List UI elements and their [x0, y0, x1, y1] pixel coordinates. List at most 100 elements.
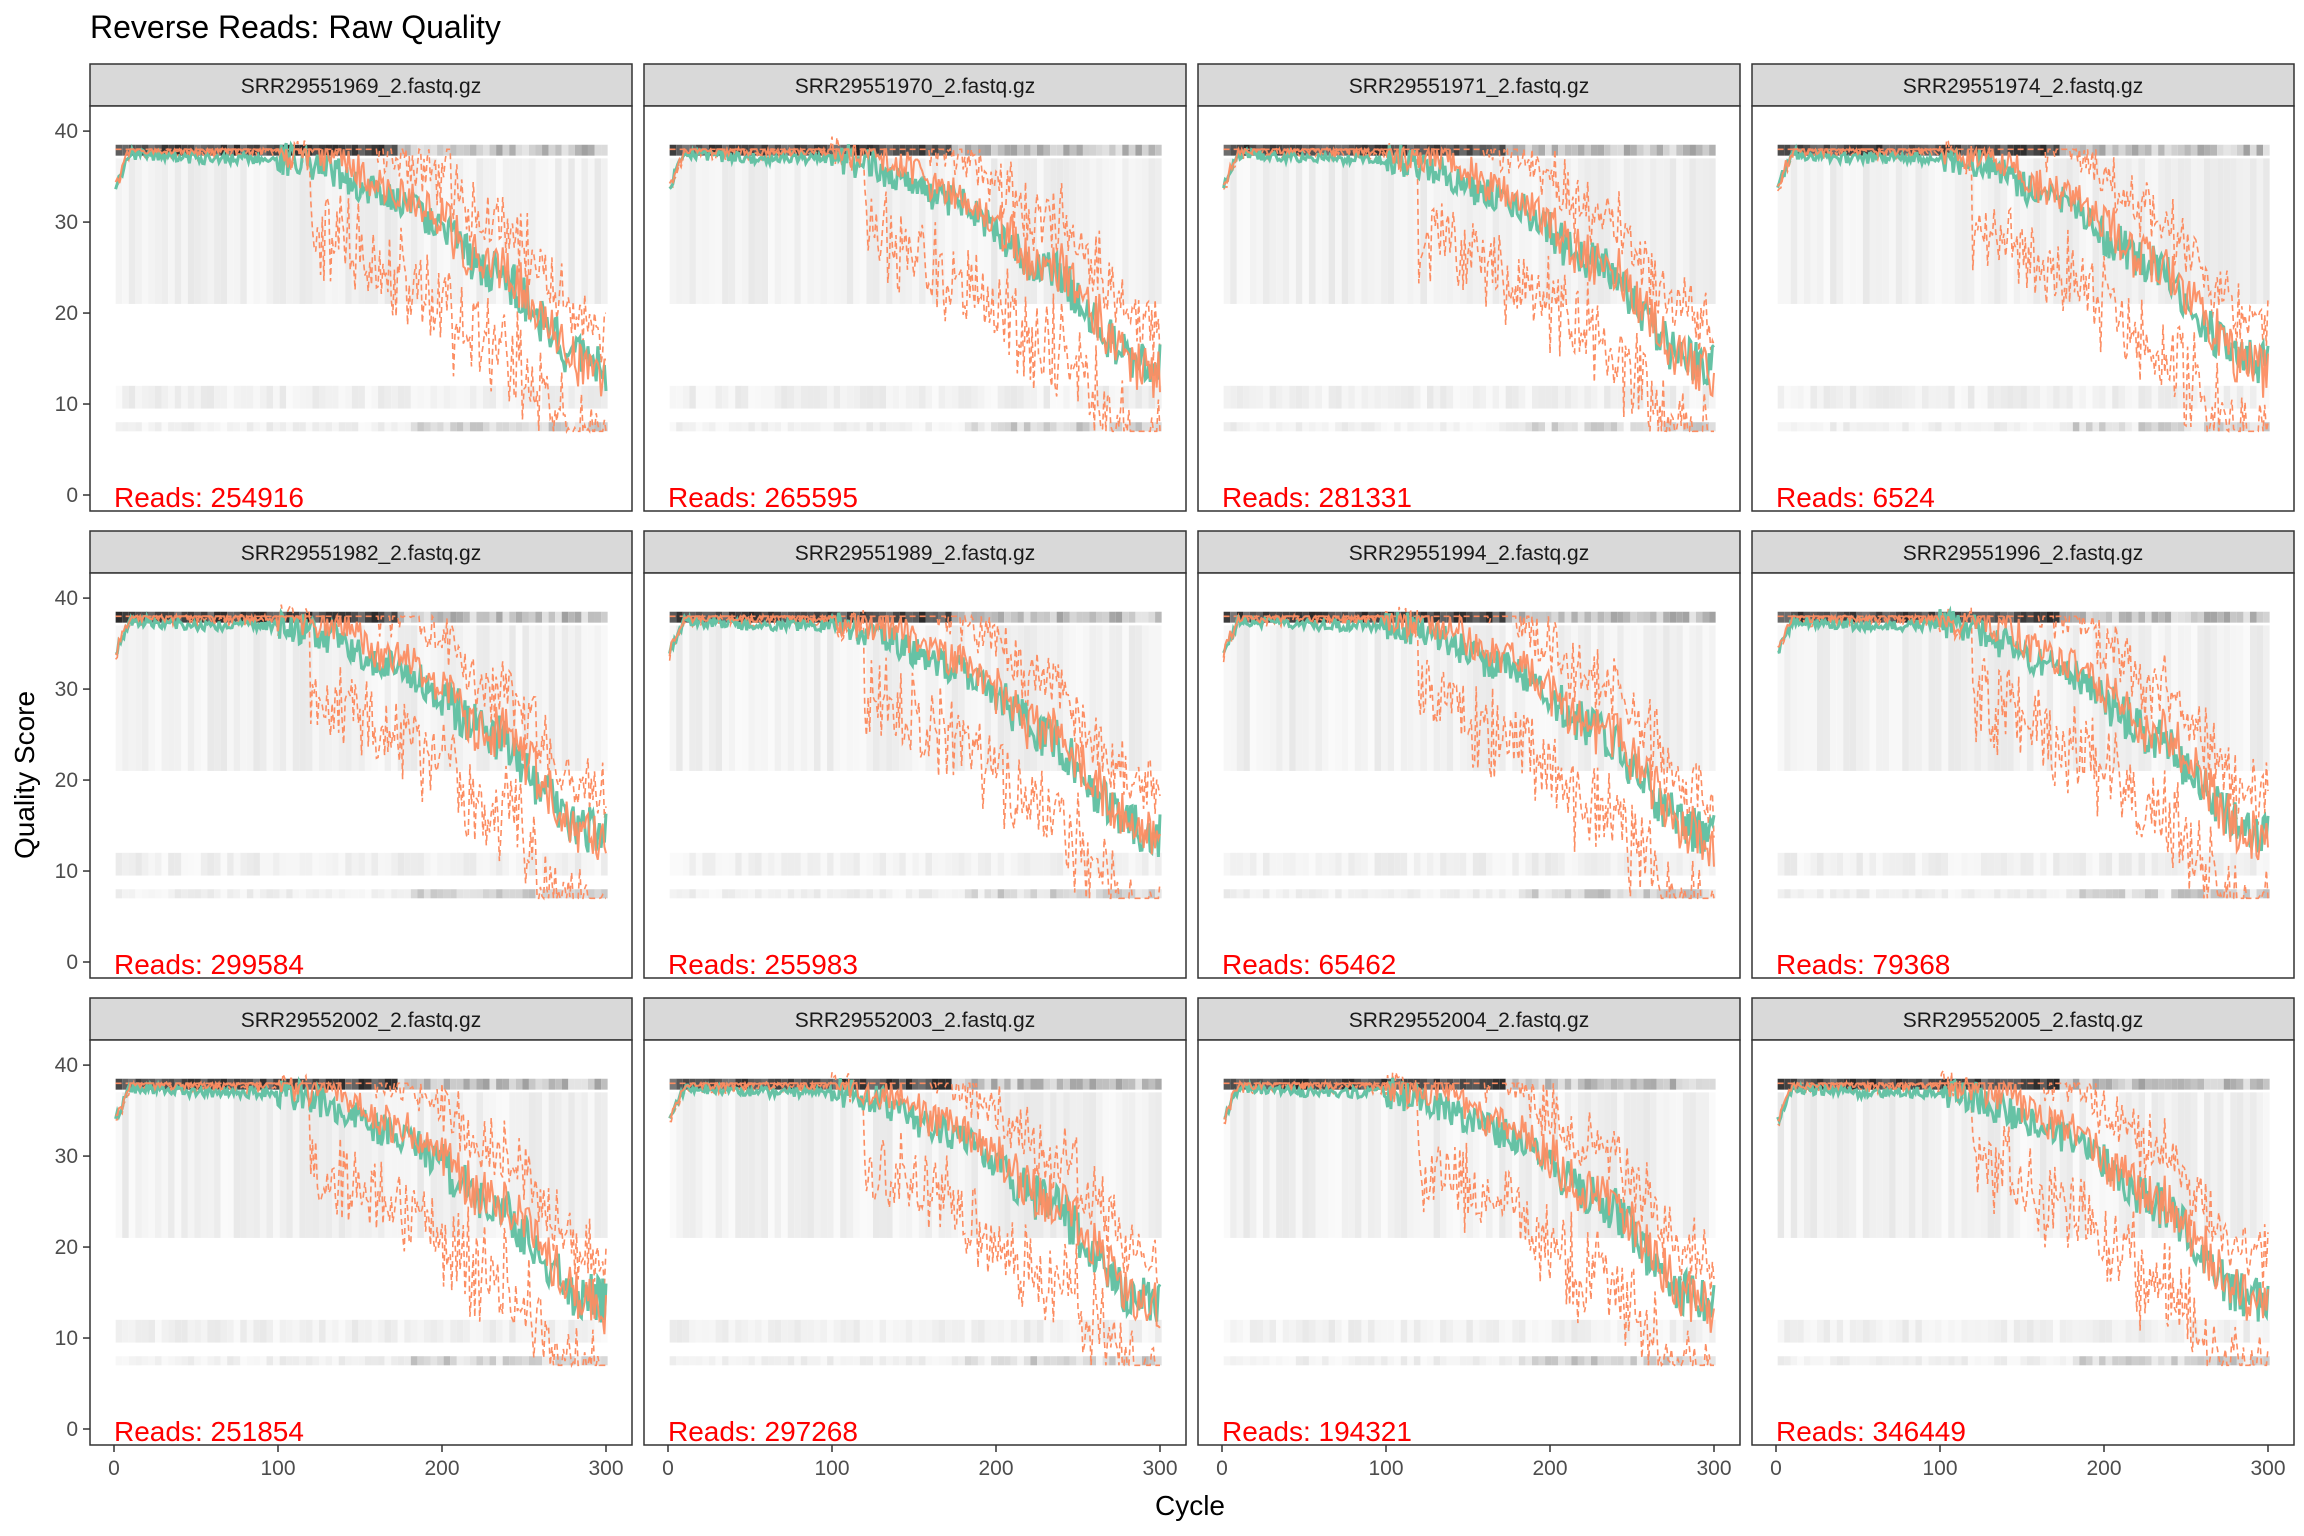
heatmap-cell	[115, 422, 123, 432]
heatmap-cell	[2059, 144, 2067, 156]
heatmap-cell	[305, 385, 313, 409]
heatmap-cell	[1243, 1319, 1250, 1343]
heatmap-cell	[741, 144, 749, 156]
heatmap-cell	[1843, 852, 1850, 876]
heatmap-cell	[1843, 889, 1850, 899]
heatmap-cell	[2026, 1078, 2034, 1090]
heatmap-cell	[781, 158, 788, 304]
heatmap-cell	[977, 625, 985, 771]
heatmap-cell	[522, 385, 529, 409]
heatmap-cell	[1223, 1356, 1231, 1366]
heatmap-cell	[443, 1078, 451, 1090]
heatmap-cell	[1512, 852, 1519, 876]
heatmap-cell	[1102, 1092, 1110, 1238]
heatmap-cell	[135, 158, 142, 304]
heatmap-cell	[2085, 422, 2093, 432]
heatmap-cell	[2158, 144, 2165, 156]
heatmap-cell	[1577, 889, 1585, 899]
heatmap-cell	[951, 852, 959, 876]
heatmap-cell	[423, 1319, 431, 1343]
heatmap-cell	[2040, 422, 2047, 432]
heatmap-cell	[2138, 1356, 2145, 1366]
heatmap-cell	[1941, 385, 1949, 409]
heatmap-cell	[1597, 625, 1605, 771]
heatmap-cell	[2197, 625, 2205, 771]
heatmap-cell	[1538, 1078, 1546, 1090]
heatmap-cell	[535, 611, 543, 623]
heatmap-cell	[378, 385, 385, 409]
heatmap-cell	[345, 889, 352, 899]
heatmap-cell	[1348, 1092, 1355, 1238]
heatmap-cell	[115, 1078, 123, 1090]
heatmap-cell	[1803, 385, 1811, 409]
heatmap-cell	[820, 889, 828, 899]
read-count-label: Reads: 255983	[668, 949, 858, 980]
heatmap-cell	[925, 1356, 933, 1366]
heatmap-cell	[1289, 385, 1296, 409]
heatmap-cell	[2145, 1319, 2152, 1343]
heatmap-cell	[1361, 1078, 1368, 1090]
heatmap-cell	[1069, 611, 1077, 623]
heatmap-cell	[774, 1319, 782, 1343]
heatmap-cell	[1823, 385, 1831, 409]
heatmap-cell	[1050, 1078, 1057, 1090]
heatmap-cell	[1056, 1078, 1064, 1090]
heatmap-cell	[246, 144, 254, 156]
heatmap-cell	[115, 385, 123, 409]
heatmap-cell	[1223, 1078, 1231, 1090]
heatmap-cell	[918, 1078, 926, 1090]
heatmap-cell	[2072, 158, 2080, 304]
heatmap-cell	[1230, 611, 1237, 623]
heatmap-cell	[364, 852, 372, 876]
heatmap-cell	[194, 1319, 201, 1343]
heatmap-cell	[312, 158, 319, 304]
heatmap-cell	[1564, 144, 1572, 156]
heatmap-cell	[1492, 158, 1500, 304]
heatmap-cell	[1843, 422, 1850, 432]
heatmap-cell	[1617, 1319, 1624, 1343]
heatmap-cell	[1381, 144, 1388, 156]
heatmap-cell	[1551, 144, 1559, 156]
heatmap-cell	[787, 625, 795, 771]
heatmap-cell	[246, 611, 254, 623]
heatmap-cell	[1096, 422, 1103, 432]
heatmap-cell	[1400, 1092, 1408, 1238]
quantile-75-line	[1777, 148, 2269, 350]
heatmap-cell	[1374, 852, 1382, 876]
heatmap-cell	[820, 852, 828, 876]
heatmap-cell	[581, 625, 588, 771]
heatmap-cell	[1135, 852, 1142, 876]
heatmap-cell	[1862, 422, 1870, 432]
heatmap-cell	[1407, 625, 1414, 771]
heatmap-cell	[1499, 889, 1506, 899]
heatmap-cell	[991, 144, 998, 156]
heatmap-cell	[807, 158, 814, 304]
heatmap-cell	[1689, 625, 1696, 771]
heatmap-cell	[787, 1092, 795, 1238]
heatmap-cell	[1584, 385, 1591, 409]
heatmap-cell	[748, 385, 755, 409]
heatmap-cell	[1315, 889, 1323, 899]
heatmap-cell	[1115, 852, 1123, 876]
heatmap-cell	[1604, 1356, 1611, 1366]
heatmap-cell	[1676, 144, 1683, 156]
heatmap-cell	[1328, 422, 1336, 432]
heatmap-cell	[174, 1319, 182, 1343]
heatmap-cell	[735, 1092, 742, 1238]
heatmap-cell	[2263, 1078, 2270, 1090]
heatmap-cell	[463, 144, 470, 156]
heatmap-cell	[2243, 144, 2250, 156]
heatmap-cell	[1656, 852, 1664, 876]
heatmap-cell	[1472, 1092, 1480, 1238]
heatmap-cell	[1682, 158, 1690, 304]
heatmap-cell	[1050, 852, 1057, 876]
heatmap-cell	[1636, 1078, 1644, 1090]
heatmap-cell	[1784, 852, 1791, 876]
heatmap-cell	[135, 611, 142, 623]
heatmap-cell	[1682, 144, 1690, 156]
heatmap-cell	[279, 1092, 287, 1238]
heatmap-cell	[128, 1356, 136, 1366]
heatmap-cell	[1558, 144, 1565, 156]
heatmap-cell	[1076, 611, 1083, 623]
heatmap-cell	[991, 611, 998, 623]
